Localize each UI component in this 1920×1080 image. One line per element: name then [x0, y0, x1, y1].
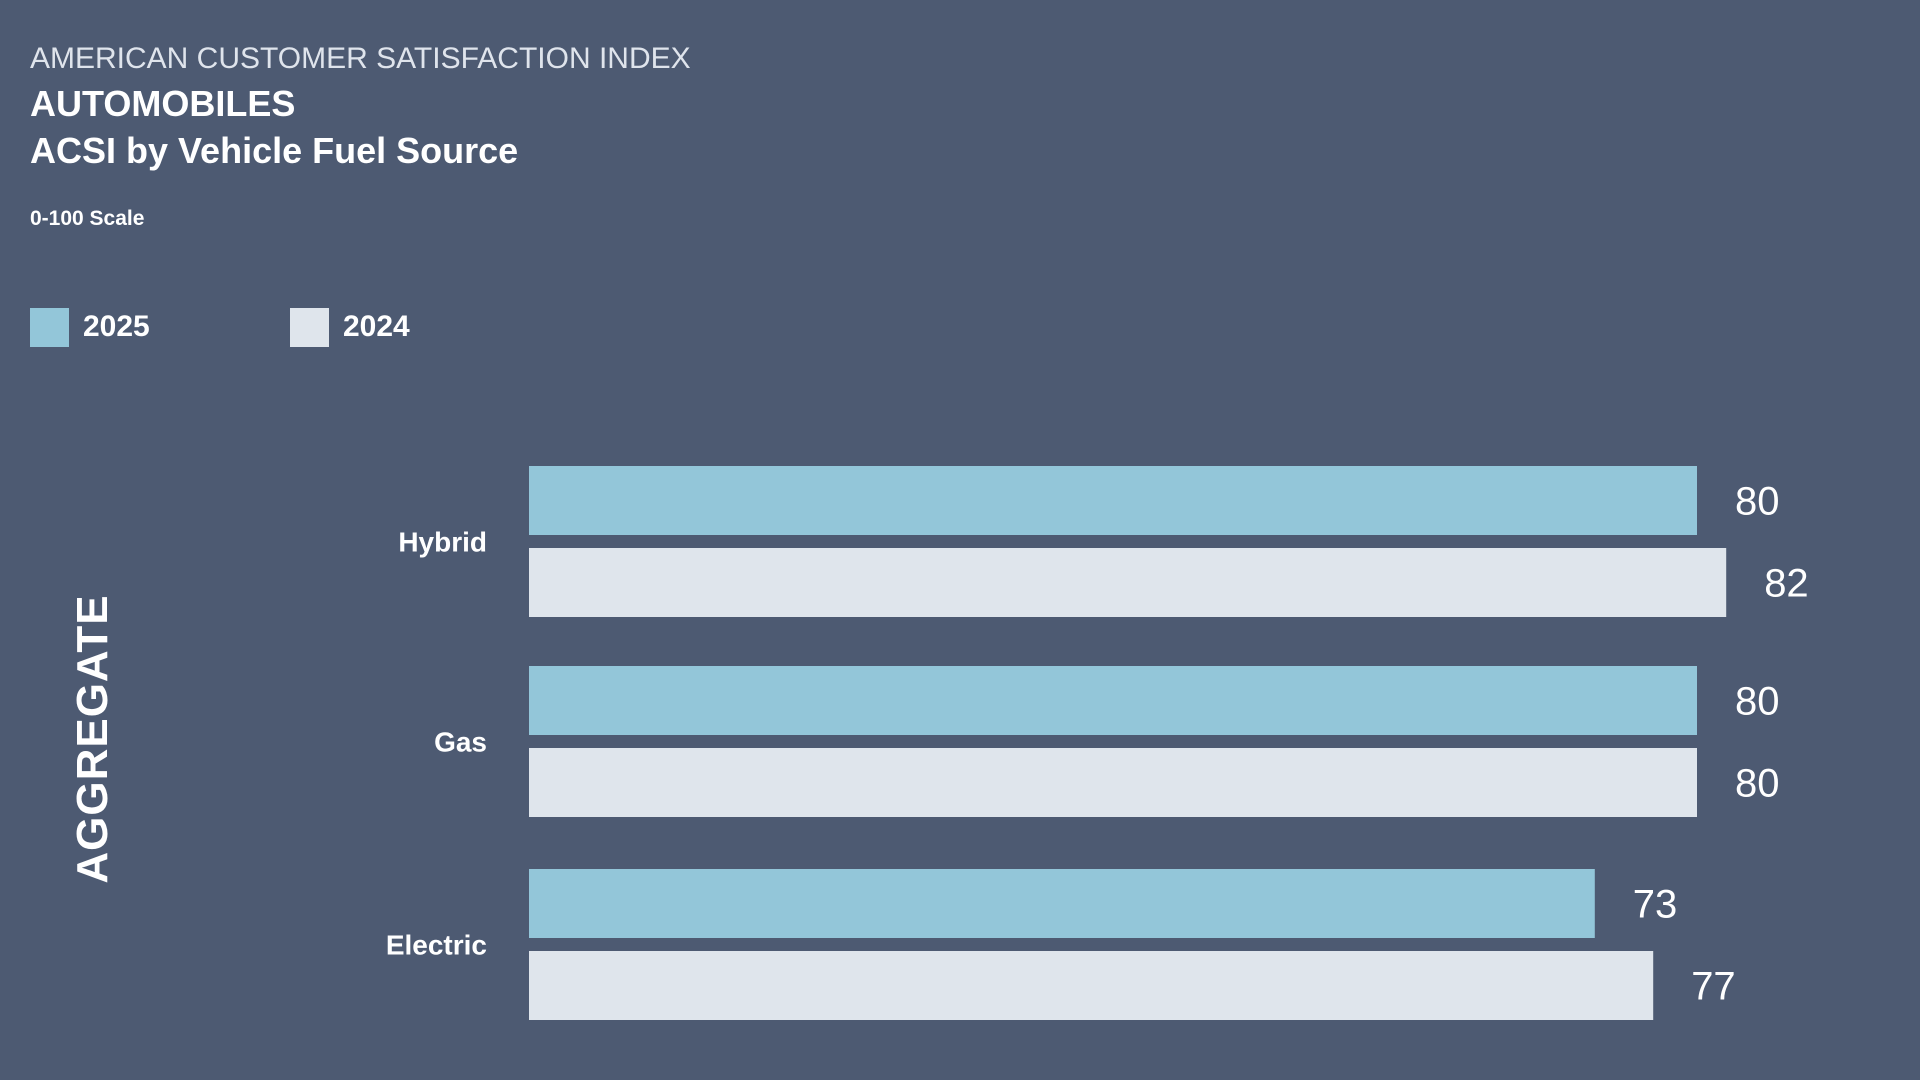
category-label-gas: Gas [434, 727, 487, 758]
chart-subtitle: ACSI by Vehicle Fuel Source [30, 130, 519, 171]
value-label-electric-2024: 77 [1691, 965, 1736, 1009]
bar-gas-2024 [529, 748, 1697, 817]
bar-hybrid-2024 [529, 548, 1727, 617]
legend-item-2025: 2025 [30, 307, 150, 347]
legend-label-2025: 2025 [83, 310, 150, 343]
chart-kicker: AMERICAN CUSTOMER SATISFACTION INDEX [30, 42, 691, 75]
legend-swatch-2024 [290, 307, 329, 347]
value-label-gas-2024: 80 [1735, 762, 1780, 806]
bar-electric-2024 [529, 951, 1654, 1020]
category-label-electric: Electric [386, 930, 487, 961]
legend-label-2024: 2024 [343, 310, 410, 343]
scale-note: 0-100 Scale [30, 207, 145, 230]
value-label-hybrid-2024: 82 [1764, 562, 1809, 606]
bar-hybrid-2025 [529, 466, 1697, 535]
bar-gas-2025 [529, 666, 1697, 735]
legend-swatch-2025 [30, 307, 69, 347]
legend-item-2024: 2024 [290, 307, 410, 347]
value-label-hybrid-2025: 80 [1735, 480, 1780, 524]
bar-electric-2025 [529, 869, 1595, 938]
value-label-gas-2025: 80 [1735, 680, 1780, 724]
value-label-electric-2025: 73 [1633, 883, 1678, 927]
category-label-hybrid: Hybrid [398, 527, 487, 558]
chart-title: AUTOMOBILES [30, 83, 296, 124]
